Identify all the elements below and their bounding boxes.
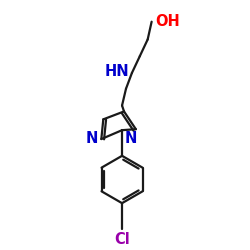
Text: OH: OH [156, 14, 180, 29]
Text: N: N [125, 131, 138, 146]
Text: N: N [86, 130, 98, 146]
Text: HN: HN [104, 64, 129, 80]
Text: Cl: Cl [114, 232, 130, 247]
